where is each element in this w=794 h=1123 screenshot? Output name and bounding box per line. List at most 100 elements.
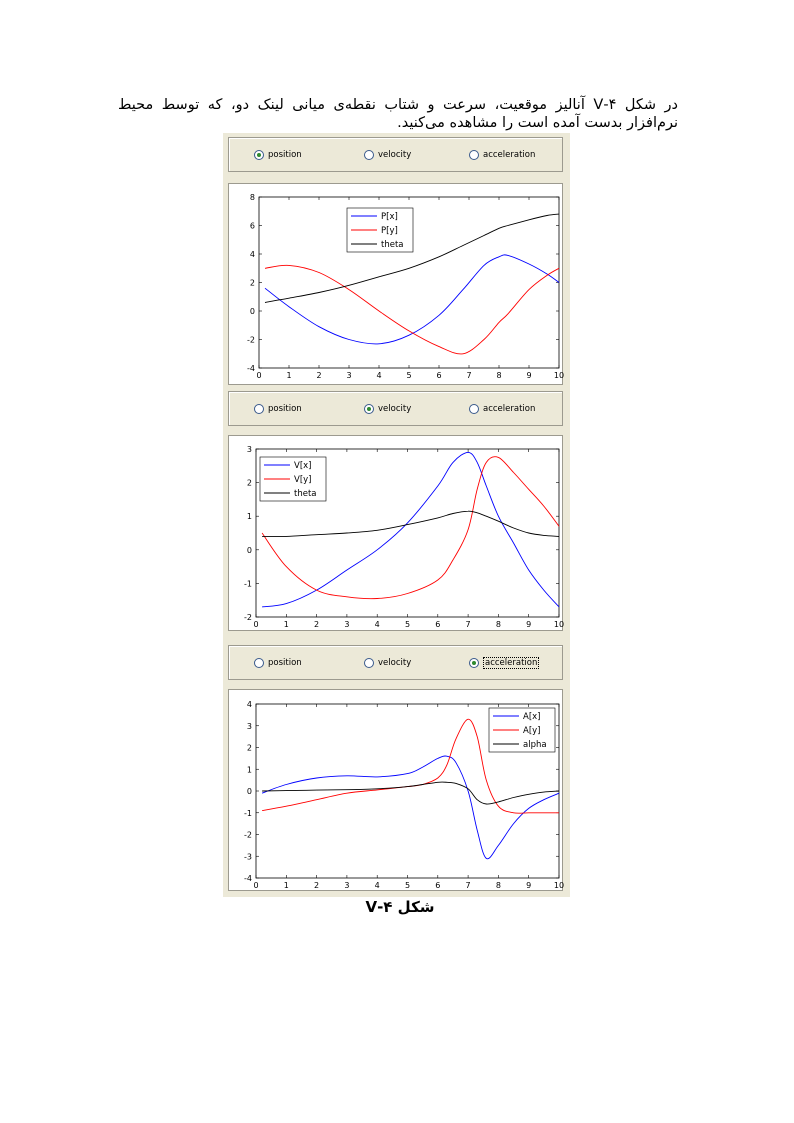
position-chart: 0 1 2 3 4 5 6 7 8 9 10 -4 -2 0 2 4 6 8 P[x] P[y] theta bbox=[247, 193, 564, 380]
x-tick-label: 0 bbox=[256, 371, 261, 380]
radio-button-icon[interactable] bbox=[254, 150, 264, 160]
x-tick-label: 7 bbox=[466, 371, 471, 380]
radio-button-icon[interactable] bbox=[469, 150, 479, 160]
radio-position[interactable]: position bbox=[254, 148, 302, 162]
radio-button-icon[interactable] bbox=[469, 404, 479, 414]
y-tick-label: 1 bbox=[247, 512, 252, 521]
figure-screenshot: position velocity acceleration 0 1 2 3 4 5 6 7 8… bbox=[223, 133, 570, 897]
radio-position[interactable]: position bbox=[254, 402, 302, 416]
radio-button-icon[interactable] bbox=[364, 150, 374, 160]
radio-button-icon[interactable] bbox=[254, 658, 264, 668]
x-tick-label: 0 bbox=[253, 620, 258, 629]
x-tick-label: 4 bbox=[376, 371, 381, 380]
x-tick-label: 1 bbox=[284, 881, 289, 890]
x-tick-label: 3 bbox=[346, 371, 351, 380]
figure-caption: شکل ۴-V bbox=[365, 898, 435, 916]
y-tick-label: -1 bbox=[244, 809, 252, 818]
x-tick-label: 2 bbox=[314, 620, 319, 629]
legend-label: theta bbox=[294, 489, 317, 499]
x-tick-label: 1 bbox=[284, 620, 289, 629]
legend-label: A[y] bbox=[523, 726, 540, 736]
x-tick-label: 0 bbox=[253, 881, 258, 890]
x-tick-label: 6 bbox=[435, 881, 440, 890]
x-tick-label: 8 bbox=[496, 620, 501, 629]
velocity-chart: 0 1 2 3 4 5 6 7 8 9 10 -2 -1 0 1 2 3 V[x] V[y] theta bbox=[244, 445, 564, 629]
legend: V[x] V[y] theta bbox=[259, 456, 327, 502]
radio-button-icon[interactable] bbox=[254, 404, 264, 414]
x-tick-label: 6 bbox=[436, 371, 441, 380]
x-tick-label: 9 bbox=[526, 881, 531, 890]
legend-label: alpha bbox=[523, 740, 547, 750]
legend-label: P[x] bbox=[381, 212, 398, 222]
series-line-v-x bbox=[262, 451, 560, 608]
y-tick-label: 8 bbox=[250, 193, 255, 202]
series-line-a-y bbox=[262, 718, 559, 814]
x-tick-label: 10 bbox=[554, 881, 564, 890]
plot-panel-position: 0 1 2 3 4 5 6 7 8 9 10 -4 -2 0 2 4 6 8 P[x] P[y] theta bbox=[228, 183, 564, 385]
radio-panel-acceleration: position velocity acceleration bbox=[228, 645, 563, 680]
radio-velocity[interactable]: velocity bbox=[364, 656, 411, 670]
x-tick-label: 4 bbox=[375, 881, 380, 890]
x-tick-label: 9 bbox=[526, 620, 531, 629]
radio-position[interactable]: position bbox=[254, 656, 302, 670]
radio-acceleration[interactable]: acceleration bbox=[469, 148, 535, 162]
legend-label: V[y] bbox=[294, 475, 311, 485]
legend: A[x] A[y] alpha bbox=[488, 707, 556, 753]
radio-acceleration[interactable]: acceleration bbox=[469, 402, 535, 416]
x-tick-label: 6 bbox=[435, 620, 440, 629]
x-tick-label: 10 bbox=[554, 620, 564, 629]
y-tick-label: 4 bbox=[250, 250, 255, 259]
radio-button-icon[interactable] bbox=[469, 658, 479, 668]
series-line-p-y bbox=[264, 264, 560, 355]
x-tick-label: 4 bbox=[375, 620, 380, 629]
x-tick-label: 9 bbox=[526, 371, 531, 380]
x-tick-label: 5 bbox=[405, 881, 410, 890]
legend: P[x] P[y] theta bbox=[346, 207, 414, 253]
y-tick-label: -3 bbox=[244, 852, 252, 861]
y-tick-label: 2 bbox=[250, 279, 255, 288]
y-tick-label: -4 bbox=[247, 364, 255, 373]
intro-paragraph: در شکل ۴-V آنالیز موقعیت، سرعت و شتاب نق… bbox=[118, 97, 679, 131]
y-tick-label: -2 bbox=[244, 613, 252, 622]
x-tick-label: 8 bbox=[496, 881, 501, 890]
x-tick-label: 8 bbox=[496, 371, 501, 380]
radio-button-icon[interactable] bbox=[364, 658, 374, 668]
radio-velocity[interactable]: velocity bbox=[364, 402, 411, 416]
legend-label: theta bbox=[381, 240, 404, 250]
legend-label: A[x] bbox=[523, 712, 540, 722]
x-tick-label: 5 bbox=[405, 620, 410, 629]
radio-panel-velocity: position velocity acceleration bbox=[228, 391, 563, 426]
x-tick-label: 3 bbox=[344, 881, 349, 890]
series-line-p-x bbox=[264, 254, 560, 345]
series-line-a-x bbox=[261, 755, 560, 860]
y-tick-label: 3 bbox=[247, 445, 252, 454]
y-tick-label: 1 bbox=[247, 765, 252, 774]
radio-acceleration[interactable]: acceleration bbox=[469, 656, 540, 670]
series-line-v-y bbox=[261, 456, 560, 600]
y-tick-label: 0 bbox=[250, 307, 255, 316]
series-line-theta bbox=[264, 213, 560, 303]
x-tick-label: 3 bbox=[344, 620, 349, 629]
x-tick-label: 1 bbox=[286, 371, 291, 380]
y-tick-label: -2 bbox=[244, 831, 252, 840]
y-tick-label: 0 bbox=[247, 546, 252, 555]
y-tick-label: 3 bbox=[247, 722, 252, 731]
x-tick-label: 2 bbox=[316, 371, 321, 380]
x-tick-label: 7 bbox=[466, 620, 471, 629]
y-tick-label: 6 bbox=[250, 222, 255, 231]
x-tick-label: 10 bbox=[554, 371, 564, 380]
y-tick-label: -1 bbox=[244, 579, 252, 588]
legend-label: P[y] bbox=[381, 226, 398, 236]
radio-velocity[interactable]: velocity bbox=[364, 148, 411, 162]
x-tick-label: 2 bbox=[314, 881, 319, 890]
radio-button-icon[interactable] bbox=[364, 404, 374, 414]
y-tick-label: 0 bbox=[247, 787, 252, 796]
y-tick-label: 2 bbox=[247, 744, 252, 753]
x-tick-label: 7 bbox=[466, 881, 471, 890]
y-tick-label: 4 bbox=[247, 700, 252, 709]
series-line-theta bbox=[262, 510, 560, 537]
y-tick-label: -2 bbox=[247, 336, 255, 345]
legend-label: V[x] bbox=[294, 461, 311, 471]
acceleration-chart: 0 1 2 3 4 5 6 7 8 9 10 -4 -3 -2 -1 0 1 2 3 4 A[x] A[y] alpha bbox=[244, 700, 564, 890]
plot-panel-acceleration: 0 1 2 3 4 5 6 7 8 9 10 -4 -3 -2 -1 0 1 2 3 4 A[x] A[y] alpha bbox=[228, 689, 564, 891]
